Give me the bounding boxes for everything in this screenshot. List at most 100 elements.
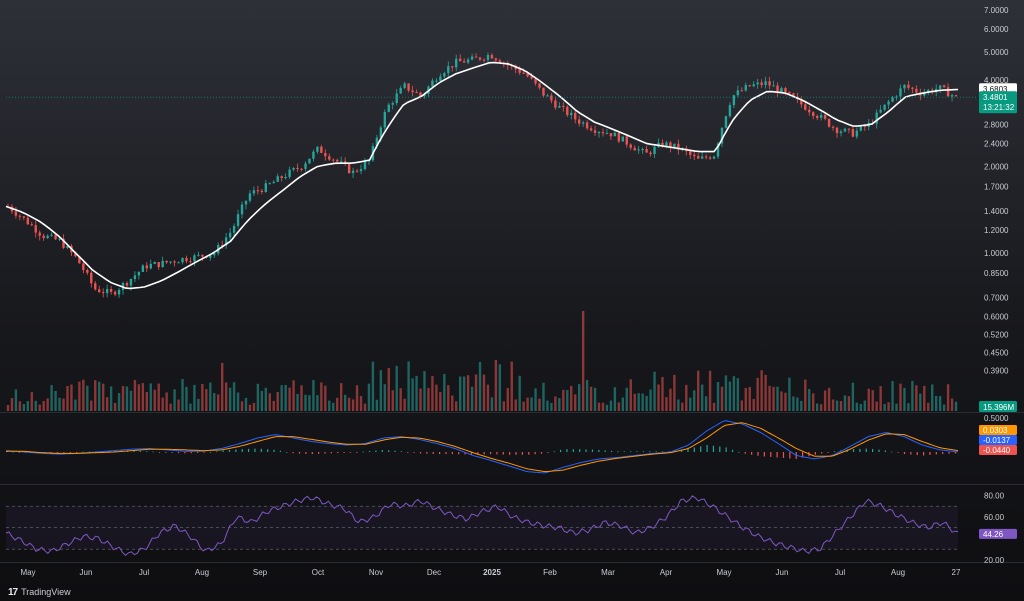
candle-body <box>756 82 759 85</box>
candle-body <box>431 80 434 87</box>
volume-bar <box>490 397 494 411</box>
macd-histogram-bar <box>528 452 530 455</box>
candle-body <box>355 170 359 172</box>
macd-histogram-bar <box>636 451 638 453</box>
rsi-pane[interactable] <box>5 495 959 556</box>
volume-bar <box>855 402 859 411</box>
volume-bar <box>764 374 767 411</box>
macd-histogram-bar <box>273 449 275 452</box>
macd-histogram-bar <box>184 452 186 454</box>
candle-body <box>482 59 486 61</box>
volume-bar <box>625 387 628 411</box>
volume-bar <box>125 386 129 411</box>
candle-body <box>272 181 275 184</box>
volume-bar <box>673 374 676 411</box>
ma-value-label: 3.6803 <box>983 85 1008 94</box>
macd-histogram-bar <box>553 451 555 453</box>
volume-bar <box>792 396 795 411</box>
volume-bar <box>339 383 343 411</box>
candle-body <box>585 122 589 129</box>
macd-axis-tick-label: 0.5000 <box>984 414 1009 423</box>
rsi-value-label: 44.26 <box>983 530 1004 539</box>
volume-bar <box>494 359 498 411</box>
volume-bar <box>899 383 902 411</box>
macd-histogram-bar <box>700 446 702 452</box>
volume-bar <box>383 384 387 411</box>
macd-histogram-bar <box>324 452 326 454</box>
volume-bar <box>677 399 680 411</box>
volume-bar <box>574 394 577 411</box>
volume-pane <box>6 311 958 411</box>
candle-body <box>764 81 767 85</box>
volume-bar <box>189 403 192 411</box>
candle-body <box>145 265 149 269</box>
volume-bar <box>105 397 109 411</box>
candle-body <box>629 144 632 148</box>
candle-body <box>558 105 561 108</box>
volume-bar <box>629 379 632 411</box>
candle-body <box>153 262 156 264</box>
volume-bar <box>121 386 125 411</box>
macd-histogram-bar <box>725 447 727 452</box>
candle-body <box>66 245 69 248</box>
candle-body <box>58 238 61 240</box>
candle-body <box>447 66 450 74</box>
volume-bar <box>542 382 545 411</box>
rsi-axis-tick-label: 20.00 <box>984 556 1005 565</box>
macd-histogram-bar <box>413 452 415 453</box>
volume-bar <box>371 361 375 411</box>
candle-body <box>887 101 890 105</box>
volume-bar <box>312 380 315 411</box>
macd-histogram-bar <box>139 450 141 452</box>
volume-bar <box>351 399 355 411</box>
volume-bar <box>617 402 621 411</box>
volume-bar <box>518 375 521 411</box>
candle-body <box>90 272 93 284</box>
price-axis-tick-label: 7.0000 <box>984 6 1009 15</box>
volume-bar <box>391 390 394 411</box>
volume-bar <box>756 377 759 411</box>
volume-bar <box>732 376 736 411</box>
volume-bar <box>934 395 938 411</box>
price-axis-tick-label: 0.8500 <box>984 269 1009 278</box>
volume-bar <box>895 403 898 411</box>
macd-histogram-bar <box>642 451 644 453</box>
time-axis-tick-label: Dec <box>427 568 441 577</box>
candle-body <box>74 252 77 257</box>
volume-bar <box>117 393 121 411</box>
macd-histogram-bar <box>292 452 294 454</box>
candle-body <box>689 151 692 155</box>
candle-body <box>526 73 529 77</box>
volume-bar <box>300 385 303 411</box>
volume-bar <box>514 399 517 411</box>
candle-body <box>815 115 819 118</box>
volume-bar <box>685 384 688 411</box>
candle-body <box>260 190 264 192</box>
macd-pane[interactable] <box>5 420 959 474</box>
macd-histogram-bar <box>661 451 664 453</box>
macd-histogram-bar <box>757 452 759 456</box>
candle-body <box>534 78 537 84</box>
volume-bar <box>724 375 728 411</box>
price-pane[interactable] <box>5 52 976 298</box>
volume-bar <box>462 376 466 411</box>
candle-body <box>94 283 97 290</box>
candle-body <box>125 283 129 286</box>
brand[interactable]: 17 TradingView <box>8 585 71 599</box>
macd-histogram-bar <box>540 452 543 454</box>
volume-bar <box>558 398 561 411</box>
candle-body <box>304 163 307 169</box>
macd-histogram-bar <box>362 451 364 453</box>
candle-body <box>78 256 81 264</box>
macd-histogram-bar <box>445 452 447 455</box>
volume-bar <box>613 387 617 411</box>
macd-histogram-bar <box>948 452 950 454</box>
macd-histogram-bar <box>954 452 957 454</box>
volume-bar <box>641 393 644 411</box>
volume-bar <box>776 386 779 411</box>
volume-bar <box>328 400 331 411</box>
macd-histogram-bar <box>343 452 345 453</box>
candle-body <box>700 156 704 159</box>
candle-body <box>665 142 668 147</box>
candle-body <box>752 84 755 87</box>
